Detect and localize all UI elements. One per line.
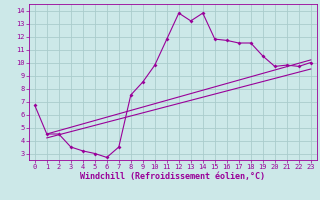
X-axis label: Windchill (Refroidissement éolien,°C): Windchill (Refroidissement éolien,°C)	[80, 172, 265, 181]
